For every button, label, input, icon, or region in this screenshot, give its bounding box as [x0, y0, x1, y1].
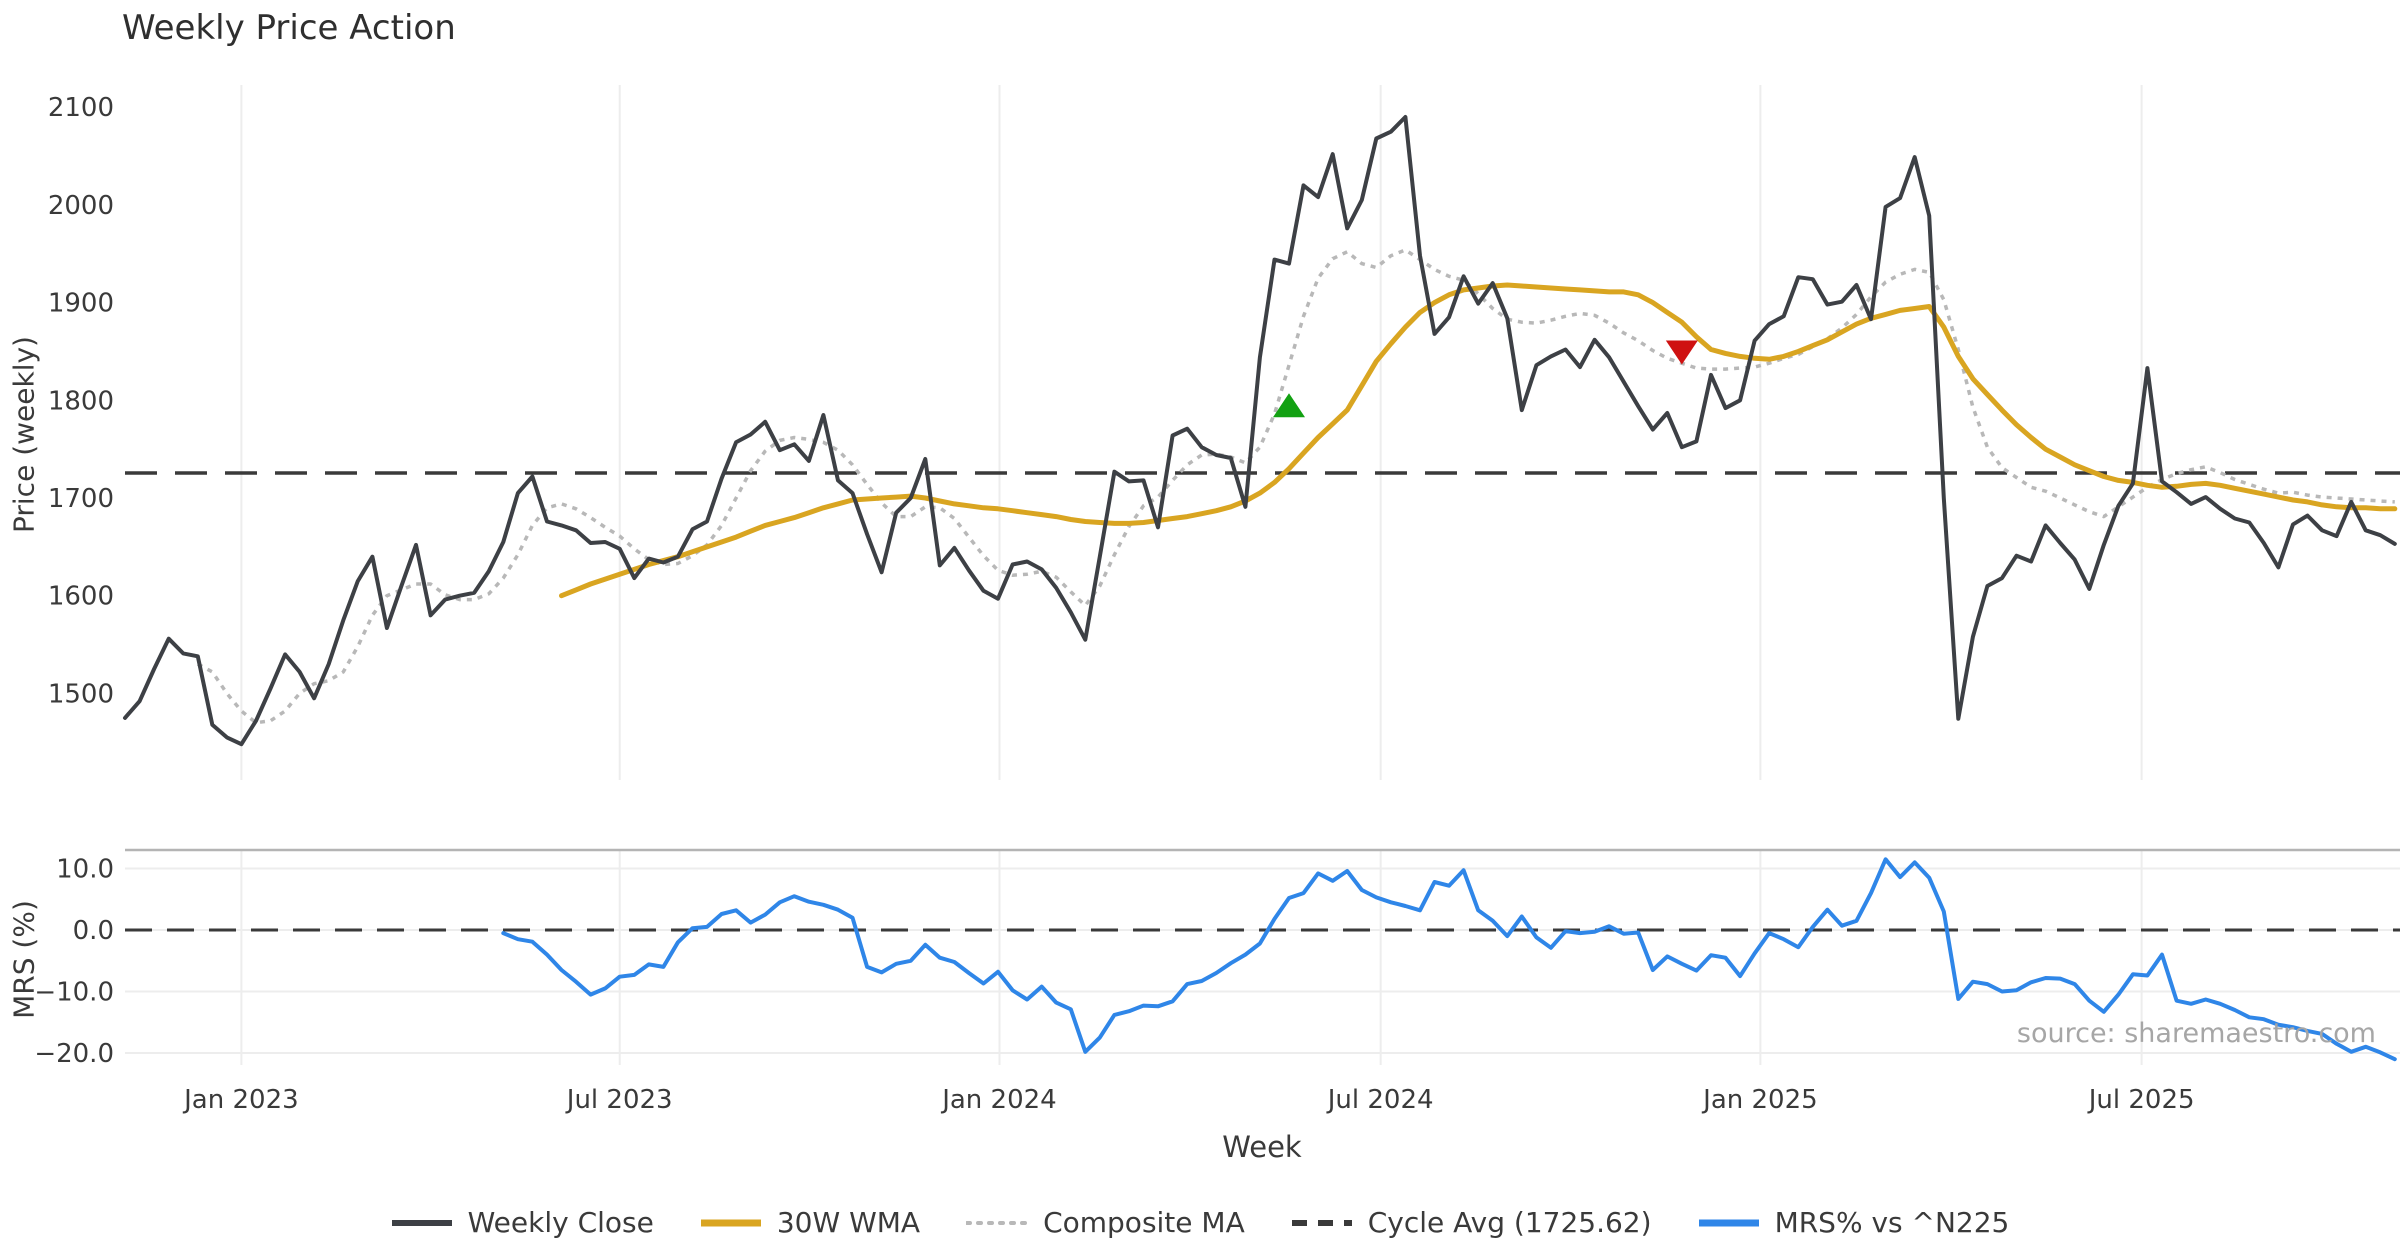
price-y-tick-label: 2100 — [48, 93, 114, 123]
x-tick-label: Jul 2023 — [565, 1085, 673, 1115]
price-y-tick-label: 1600 — [48, 582, 114, 612]
30w-wma-line — [559, 282, 2398, 599]
price-y-tick-label: 1700 — [48, 484, 114, 514]
x-tick-label: Jul 2024 — [1326, 1085, 1434, 1115]
legend-item-mrs-vs-n225: MRS% vs ^N225 — [1698, 1206, 2010, 1239]
legend-item-30w-wma: 30W WMA — [700, 1206, 920, 1239]
price-y-tick-label: 1800 — [48, 386, 114, 416]
x-tick-label: Jan 2023 — [182, 1085, 299, 1115]
legend-swatch-icon — [1698, 1219, 1759, 1226]
legend-item-weekly-close: Weekly Close — [391, 1206, 654, 1239]
legend-label: Cycle Avg (1725.62) — [1367, 1206, 1652, 1239]
sell-signal-marker-icon — [1665, 340, 1698, 365]
legend-swatch-icon — [1291, 1219, 1352, 1226]
mrs-axis-label: MRS (%) — [7, 900, 41, 1019]
price-y-tick-label: 2000 — [48, 191, 114, 221]
legend-label: MRS% vs ^N225 — [1774, 1206, 2010, 1239]
composite-ma-line — [196, 248, 2395, 725]
buy-signal-marker-icon — [1273, 393, 1305, 418]
weekly-close-line — [123, 115, 2397, 747]
legend-swatch-icon — [391, 1219, 452, 1226]
x-axis-label: Week — [1222, 1130, 1302, 1164]
price-y-tick-label: 1500 — [48, 679, 114, 709]
chart-legend: Weekly Close 30W WMA Composite MA Cycle Avg… — [0, 1206, 2400, 1239]
mrs-vs-n225-line — [501, 857, 2397, 1062]
x-tick-label: Jan 2025 — [1701, 1085, 1818, 1115]
mrs-y-tick-label: −10.0 — [34, 978, 114, 1008]
price-axis-label: Price (weekly) — [7, 336, 41, 533]
legend-label: Weekly Close — [467, 1206, 654, 1239]
mrs-y-tick-label: 10.0 — [56, 855, 114, 885]
x-tick-label: Jan 2024 — [940, 1085, 1057, 1115]
mrs-y-tick-label: −20.0 — [34, 1039, 114, 1069]
x-tick-label: Jul 2025 — [2087, 1085, 2195, 1115]
legend-label: Composite MA — [1043, 1206, 1245, 1239]
legend-item-cycle-avg-1725-62-: Cycle Avg (1725.62) — [1291, 1206, 1652, 1239]
legend-item-composite-ma: Composite MA — [966, 1206, 1245, 1239]
chart-title: Weekly Price Action — [122, 8, 456, 48]
price-y-tick-label: 1900 — [48, 289, 114, 319]
source-watermark: source: sharemaestro.com — [2016, 1018, 2376, 1049]
legend-swatch-icon — [966, 1220, 1029, 1225]
legend-swatch-icon — [700, 1219, 761, 1226]
mrs-y-tick-label: 0.0 — [73, 916, 114, 946]
legend-label: 30W WMA — [776, 1206, 921, 1239]
